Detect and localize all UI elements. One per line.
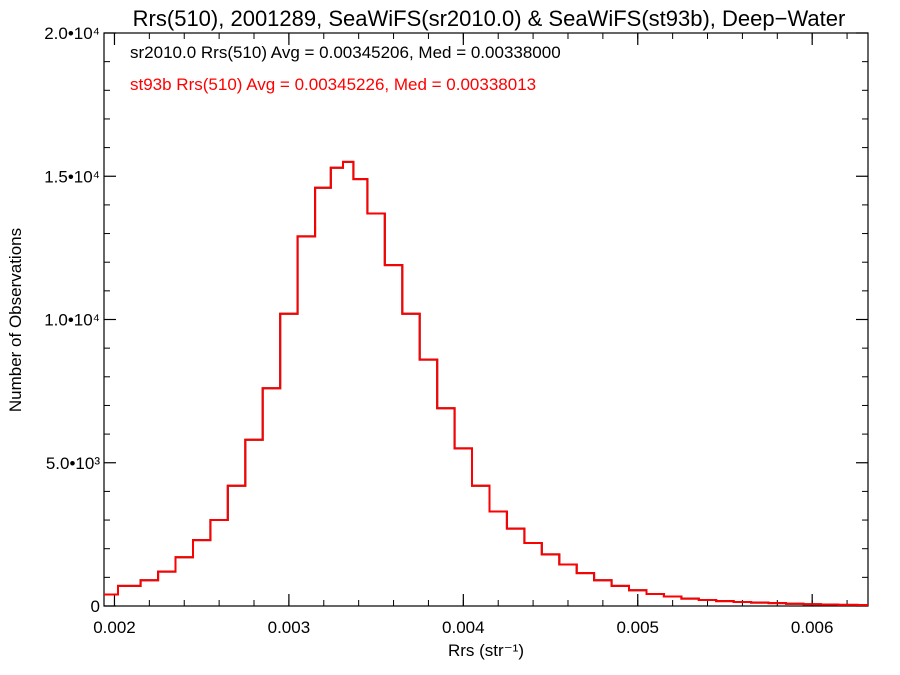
x-tick-label: 0.003 — [268, 618, 311, 637]
annotations: sr2010.0 Rrs(510) Avg = 0.00345206, Med … — [130, 43, 561, 94]
y-axis-label: Number of Observations — [6, 228, 25, 412]
axis-ticks: 0.002 0.003 0.004 0.005 0.006 0 5.0•10³ 1.0•10⁴… — [44, 24, 868, 637]
y-tick-label: 1.5•10⁴ — [44, 167, 100, 186]
series-layer — [104, 160, 868, 607]
series-line — [104, 160, 868, 607]
x-tick-label: 0.004 — [442, 618, 485, 637]
y-tick-label: 0 — [91, 597, 100, 616]
y-tick-label: 5.0•10³ — [46, 454, 100, 473]
x-tick-label: 0.005 — [616, 618, 659, 637]
series-line — [104, 160, 868, 607]
y-tick-label: 1.0•10⁴ — [44, 311, 100, 330]
x-tick-label: 0.006 — [791, 618, 834, 637]
chart-title: Rrs(510), 2001289, SeaWiFS(sr2010.0) & S… — [133, 6, 846, 31]
x-axis-label: Rrs (str⁻¹) — [448, 641, 524, 660]
x-tick-label: 0.002 — [93, 618, 136, 637]
legend-annotation: st93b Rrs(510) Avg = 0.00345226, Med = 0… — [130, 75, 536, 94]
legend-annotation: sr2010.0 Rrs(510) Avg = 0.00345206, Med … — [130, 43, 561, 62]
y-tick-label: 2.0•10⁴ — [44, 24, 100, 43]
